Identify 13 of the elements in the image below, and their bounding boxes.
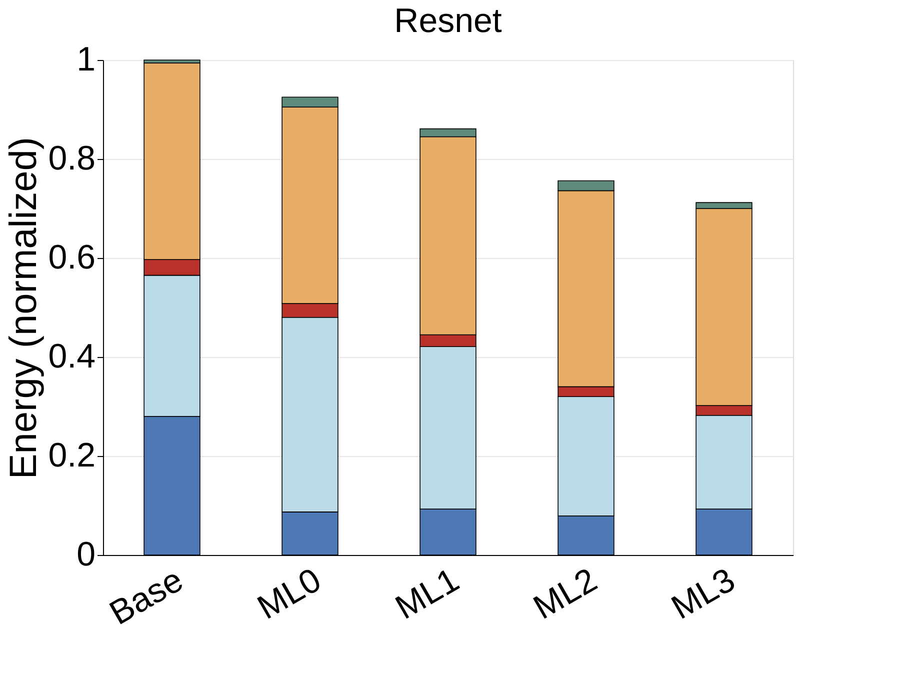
y-tick-label: 0.6 — [48, 238, 96, 276]
y-tick-label: 0 — [76, 536, 96, 574]
y-tick-label: 0.4 — [48, 338, 96, 376]
y-axis-title: Energy (normalized) — [3, 136, 46, 480]
chart-title: Resnet — [394, 2, 502, 40]
x-tick-label: ML1 — [389, 560, 466, 627]
x-tick-label: ML0 — [251, 560, 328, 627]
y-tick-label: 0.2 — [48, 436, 96, 474]
x-tick-label: ML3 — [665, 560, 742, 627]
y-tick-label: 0.8 — [48, 140, 96, 178]
x-tick-label: Base — [103, 560, 190, 633]
y-tick-label: 1 — [76, 40, 96, 78]
x-tick-label: ML2 — [527, 560, 604, 627]
